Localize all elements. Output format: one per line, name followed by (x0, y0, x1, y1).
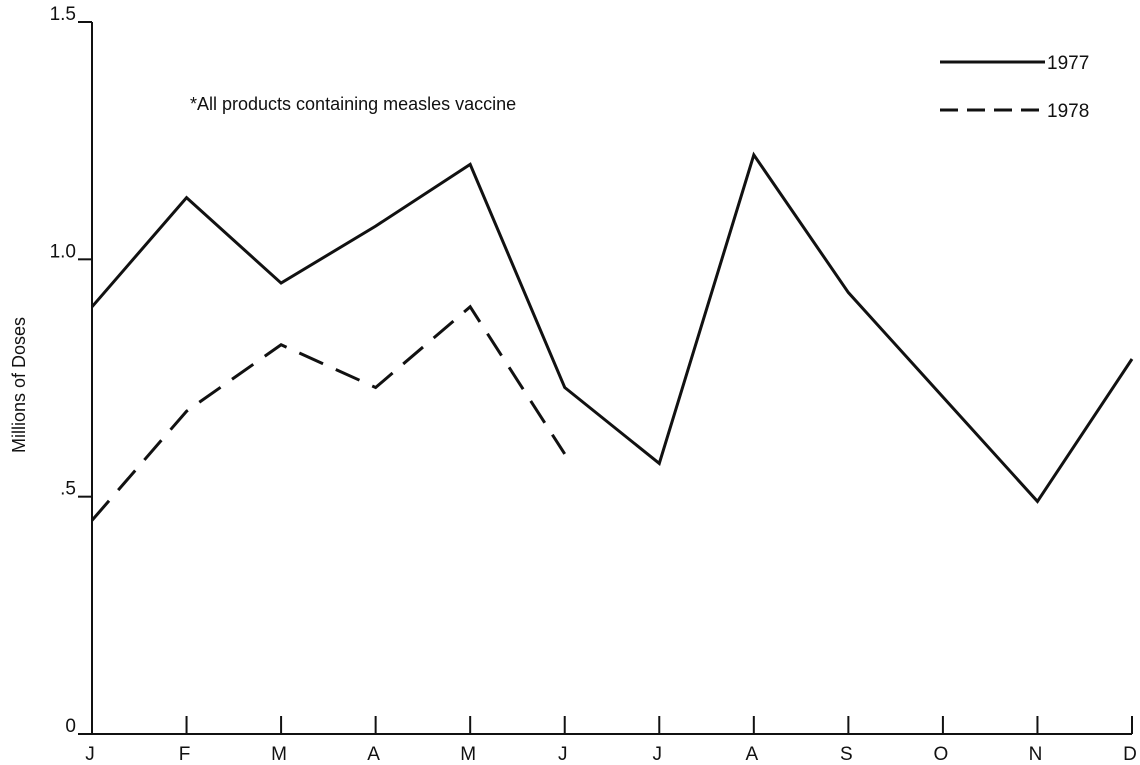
x-tick-label: F (179, 744, 191, 765)
y-axis-title: Millions of Doses (9, 317, 29, 453)
y-tick-label: 1.0 (50, 241, 76, 262)
x-tick-label: J (558, 744, 568, 765)
series-line-1977 (90, 151, 1134, 504)
legend-label-1977: 1977 (1047, 53, 1089, 74)
x-tick-label: O (934, 744, 949, 765)
x-tick-label: A (745, 744, 758, 765)
x-tick-label: S (840, 744, 853, 765)
x-tick-label: J (85, 744, 95, 765)
series-group (90, 151, 1134, 522)
x-tick-label: D (1123, 744, 1137, 765)
y-tick-label: 1.5 (50, 4, 76, 25)
x-tick-label: M (460, 744, 476, 765)
x-tick-label: J (653, 744, 663, 765)
legend: 1977 1978 (940, 53, 1089, 122)
axes (91, 22, 1132, 735)
y-ticks: 0 .5 1.0 1.5 (50, 4, 92, 737)
series-line-1978 (90, 304, 566, 522)
legend-label-1978: 1978 (1047, 101, 1089, 122)
x-tick-label: M (271, 744, 287, 765)
x-tick-label: A (367, 744, 380, 765)
y-tick-label: .5 (60, 479, 76, 500)
annotation-note: *All products containing measles vaccine (190, 94, 516, 114)
y-tick-label: 0 (65, 716, 76, 737)
x-tick-label: N (1029, 744, 1043, 765)
